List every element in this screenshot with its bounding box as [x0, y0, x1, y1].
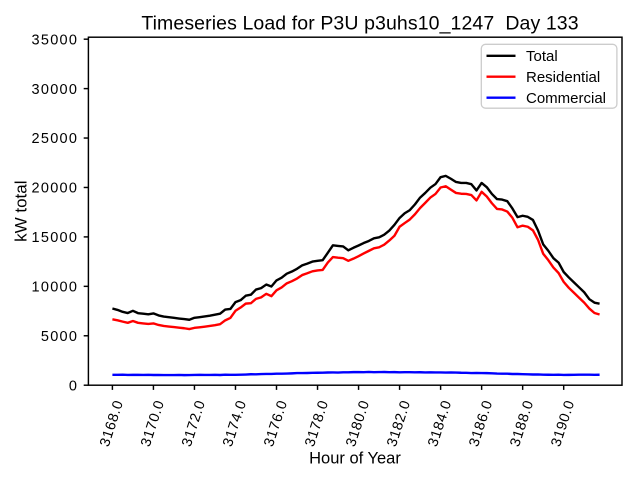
svg-text:Commercial: Commercial — [526, 90, 606, 107]
svg-text:0: 0 — [69, 378, 78, 394]
svg-text:kW total: kW total — [12, 180, 31, 241]
svg-text:25000: 25000 — [31, 131, 78, 147]
svg-text:Residential: Residential — [526, 69, 600, 86]
svg-text:15000: 15000 — [31, 230, 78, 246]
svg-text:Timeseries Load for P3U p3uhs1: Timeseries Load for P3U p3uhs10_1247 Day… — [141, 12, 578, 34]
svg-text:35000: 35000 — [31, 32, 78, 48]
svg-text:30000: 30000 — [31, 82, 78, 98]
svg-text:Hour of Year: Hour of Year — [309, 450, 401, 468]
svg-text:Total: Total — [526, 48, 558, 65]
svg-text:10000: 10000 — [31, 280, 78, 296]
svg-text:20000: 20000 — [31, 181, 78, 197]
svg-text:5000: 5000 — [41, 329, 78, 345]
